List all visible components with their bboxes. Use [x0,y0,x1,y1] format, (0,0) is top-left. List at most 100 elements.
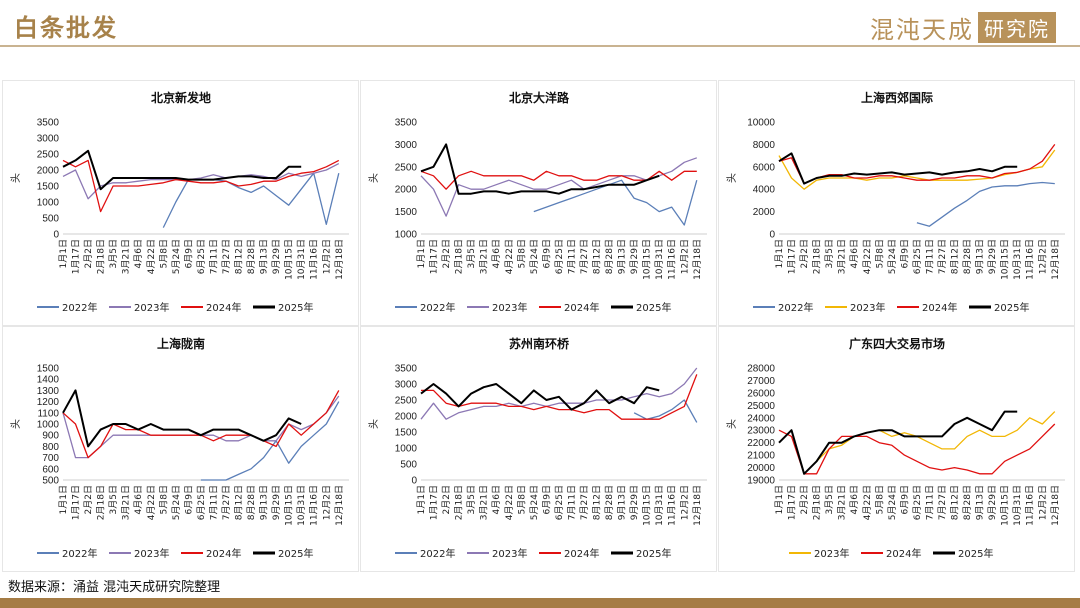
x-tick-label: 2月2日 [799,485,810,514]
y-tick-label: 1300 [37,386,60,397]
y-tick-label: 600 [42,464,59,475]
y-tick-label: 1000 [395,444,418,455]
x-tick-label: 6月25日 [912,239,923,274]
x-tick-label: 2月18日 [454,239,465,274]
x-tick-label: 11月16日 [1025,485,1036,526]
y-axis-label: 头 [368,419,380,429]
y-tick-label: 2000 [395,185,418,196]
y-tick-label: 10000 [747,118,775,129]
y-tick-label: 500 [42,214,59,225]
legend-label-2022: 2022年 [420,547,455,560]
series-line-2025 [62,149,302,191]
x-tick-label: 2月2日 [83,485,94,514]
x-tick-label: 3月5日 [108,239,119,268]
legend-label-2024: 2024年 [564,301,599,314]
legend-label-2022: 2022年 [62,301,97,314]
x-tick-label: 9月13日 [259,239,270,274]
y-tick-label: 0 [53,230,59,241]
series-line-2024 [421,374,698,420]
series-line-2024 [420,170,697,190]
y-tick-label: 1500 [37,364,60,375]
x-tick-label: 5月8日 [158,485,169,514]
x-tick-label: 10月31日 [296,485,307,526]
header-divider [0,45,1080,47]
legend-label-2025: 2025年 [636,301,671,314]
y-tick-label: 1000 [395,230,418,241]
x-tick-label: 12月2日 [679,239,690,274]
y-tick-label: 28000 [747,364,775,375]
x-tick-label: 12月2日 [679,485,690,520]
x-tick-label: 1月1日 [58,485,69,514]
legend-label-2024: 2024年 [886,547,921,560]
x-tick-label: 7月27日 [221,239,232,274]
x-tick-label: 5月24日 [887,485,898,520]
x-tick-label: 2月18日 [96,239,107,274]
chart-panel-shanghai-xijiao: 上海西郊国际头 0 2000 4000 6000 8000 10000 1月1日 1月17日 2月… [718,80,1075,326]
x-tick-label: 2月2日 [799,239,810,268]
legend-label-2024: 2024年 [206,301,241,314]
legend-label-2022: 2022年 [420,301,455,314]
x-tick-label: 5月8日 [516,239,527,268]
x-tick-label: 1月17日 [787,485,798,520]
x-tick-label: 10月31日 [654,239,665,280]
x-tick-label: 6月9日 [183,239,194,268]
y-tick-label: 2500 [395,396,418,407]
series-line-2023 [62,395,340,459]
series-line-2025 [778,152,1018,185]
x-tick-label: 9月13日 [975,239,986,274]
x-tick-label: 5月8日 [874,239,885,268]
legend-label-2022: 2022年 [62,547,97,560]
y-tick-label: 2500 [37,150,60,161]
x-tick-label: 12月2日 [1037,485,1048,520]
x-tick-label: 6月25日 [912,485,923,520]
y-tick-label: 500 [400,460,417,471]
legend-label-2023: 2023年 [134,547,169,560]
chart-panel-guangdong-four-markets: 广东四大交易市场头 19000 20000 21000 22000 23000 24000 2… [718,326,1075,572]
x-tick-label: 12月18日 [334,485,345,526]
x-tick-label: 7月11日 [208,485,219,520]
x-tick-label: 10月31日 [1012,239,1023,280]
chart-guangdong-four-markets: 广东四大交易市场头1900020000210002200023000240002… [726,336,1065,560]
x-tick-label: 3月5日 [466,485,477,514]
y-tick-label: 2000 [395,412,418,423]
x-tick-label: 7月27日 [579,485,590,520]
x-tick-label: 8月12日 [234,239,245,274]
series-line-2022 [533,179,698,226]
legend-label-2023: 2023年 [814,547,849,560]
y-tick-label: 3000 [37,134,60,145]
x-tick-label: 1月17日 [429,239,440,274]
y-tick-label: 27000 [747,376,775,387]
chart-title: 北京新发地 [151,90,211,105]
x-tick-label: 7月27日 [937,485,948,520]
x-tick-label: 7月11日 [566,485,577,520]
x-tick-label: 5月24日 [529,239,540,274]
x-tick-label: 5月24日 [171,485,182,520]
x-tick-label: 3月5日 [108,485,119,514]
y-tick-label: 23000 [747,426,775,437]
x-tick-label: 1月1日 [416,239,427,268]
x-tick-label: 10月15日 [642,485,653,526]
x-tick-label: 4月6日 [849,485,860,514]
x-tick-label: 5月24日 [529,485,540,520]
x-tick-label: 6月9日 [899,239,910,268]
legend-label-2023: 2023年 [492,301,527,314]
x-tick-label: 8月12日 [592,239,603,274]
x-tick-label: 9月29日 [271,239,282,274]
y-tick-label: 700 [42,453,59,464]
x-tick-label: 4月22日 [862,485,873,520]
x-tick-label: 8月28日 [246,485,257,520]
chart-panel-shanghai-longnan: 上海陇南头 500 600 700 800 900 1000 1100 1200 1300 1400… [2,326,359,572]
y-tick-label: 0 [411,476,417,487]
x-tick-label: 10月15日 [284,485,295,526]
x-tick-label: 4月22日 [862,239,873,274]
y-tick-label: 0 [769,230,775,241]
legend-label-2022: 2022年 [778,301,813,314]
y-tick-label: 800 [42,442,59,453]
series-line-2024 [62,390,340,459]
series-line-2025 [778,410,1018,475]
x-tick-label: 12月18日 [1050,239,1061,280]
x-tick-label: 3月5日 [824,239,835,268]
chart-title: 苏州南环桥 [509,336,570,351]
x-tick-label: 8月28日 [604,485,615,520]
